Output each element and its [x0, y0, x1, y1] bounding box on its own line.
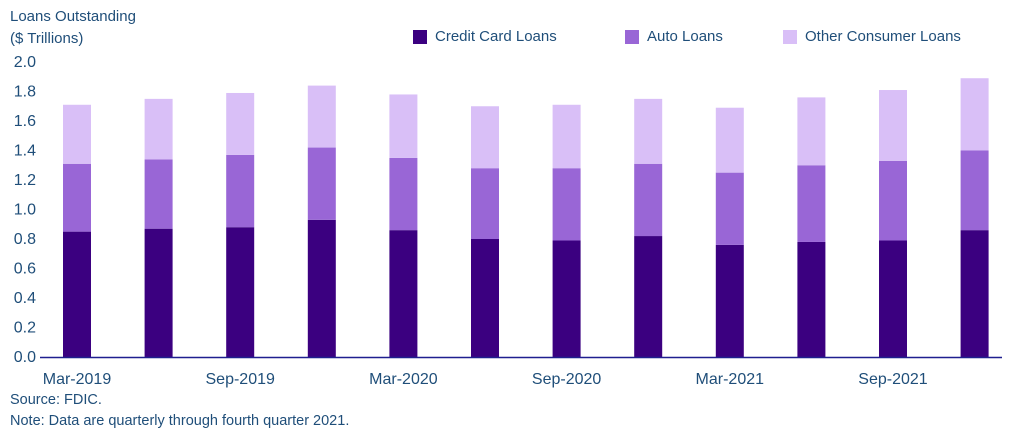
legend-item-auto: Auto Loans [625, 28, 723, 45]
bar-segment-other-consumer-loans [307, 85, 336, 148]
y-tick-label: 1.0 [14, 202, 36, 219]
y-tick-label: 1.8 [14, 84, 36, 101]
bar-segment-other-consumer-loans [552, 104, 581, 169]
bar-segment-auto-loans [960, 150, 989, 231]
bar-segment-auto-loans [715, 172, 744, 245]
y-tick-label: 0.0 [14, 349, 36, 366]
legend-item-credit-card: Credit Card Loans [413, 28, 557, 45]
y-tick-label: 0.8 [14, 231, 36, 248]
y-tick-label: 0.6 [14, 261, 36, 278]
y-tick-label: 1.6 [14, 113, 36, 130]
bar-segment-credit-card-loans [552, 240, 581, 357]
bar-segment-credit-card-loans [63, 231, 91, 357]
bar-segment-credit-card-loans [144, 228, 173, 357]
legend-swatch-credit-card [413, 29, 427, 44]
bar-segment-other-consumer-loans [471, 106, 499, 169]
bar-segment-auto-loans [63, 163, 91, 232]
bar-segment-credit-card-loans [389, 230, 418, 357]
data-note: Note: Data are quarterly through fourth … [10, 413, 350, 429]
legend-item-other-consumer: Other Consumer Loans [783, 28, 961, 45]
bar-segment-other-consumer-loans [879, 90, 907, 161]
bar-segment-credit-card-loans [471, 239, 499, 357]
bar-segment-auto-loans [389, 157, 418, 231]
bar-segment-auto-loans [879, 160, 907, 241]
y-axis-unit: ($ Trillions) [10, 30, 84, 47]
bar-segment-other-consumer-loans [226, 92, 255, 155]
y-tick-label: 1.4 [14, 143, 36, 160]
legend-swatch-auto [625, 29, 639, 44]
x-tick-label: Mar-2021 [696, 371, 765, 388]
bar-segment-other-consumer-loans [715, 107, 744, 173]
bar-segment-credit-card-loans [879, 240, 907, 357]
bar-segment-auto-loans [797, 165, 826, 242]
bar-segment-credit-card-loans [797, 241, 826, 357]
bar-segment-other-consumer-loans [144, 98, 173, 160]
y-axis-title: Loans Outstanding [10, 8, 136, 25]
y-tick-label: 0.4 [14, 290, 36, 307]
bar-segment-other-consumer-loans [634, 98, 663, 164]
bar-segment-auto-loans [471, 168, 499, 239]
x-tick-label: Sep-2019 [206, 371, 275, 388]
y-tick-label: 1.2 [14, 172, 36, 189]
x-tick-label: Mar-2020 [369, 371, 438, 388]
legend-label-other-consumer: Other Consumer Loans [805, 28, 961, 45]
bar-segment-other-consumer-loans [389, 94, 418, 158]
bar-segment-credit-card-loans [307, 219, 336, 357]
bar-segment-auto-loans [634, 163, 663, 237]
x-tick-label: Mar-2019 [43, 371, 112, 388]
bar-segment-credit-card-loans [960, 230, 989, 357]
x-tick-label: Sep-2020 [532, 371, 601, 388]
legend-label-credit-card: Credit Card Loans [435, 28, 557, 45]
y-tick-label: 2.0 [14, 54, 36, 71]
x-tick-label: Sep-2021 [858, 371, 927, 388]
y-tick-label: 0.2 [14, 320, 36, 337]
bar-segment-other-consumer-loans [960, 78, 989, 151]
bar-segment-other-consumer-loans [797, 97, 826, 166]
bar-segment-other-consumer-loans [63, 104, 91, 164]
bar-segment-auto-loans [226, 154, 255, 228]
legend-label-auto: Auto Loans [647, 28, 723, 45]
bar-segment-auto-loans [144, 159, 173, 229]
bar-segment-auto-loans [307, 147, 336, 220]
bar-segment-credit-card-loans [715, 244, 744, 357]
bar-segment-credit-card-loans [226, 227, 255, 357]
bar-segment-credit-card-loans [634, 236, 663, 357]
source-note: Source: FDIC. [10, 392, 102, 408]
bar-segment-auto-loans [552, 168, 581, 241]
legend-swatch-other-consumer [783, 29, 797, 44]
